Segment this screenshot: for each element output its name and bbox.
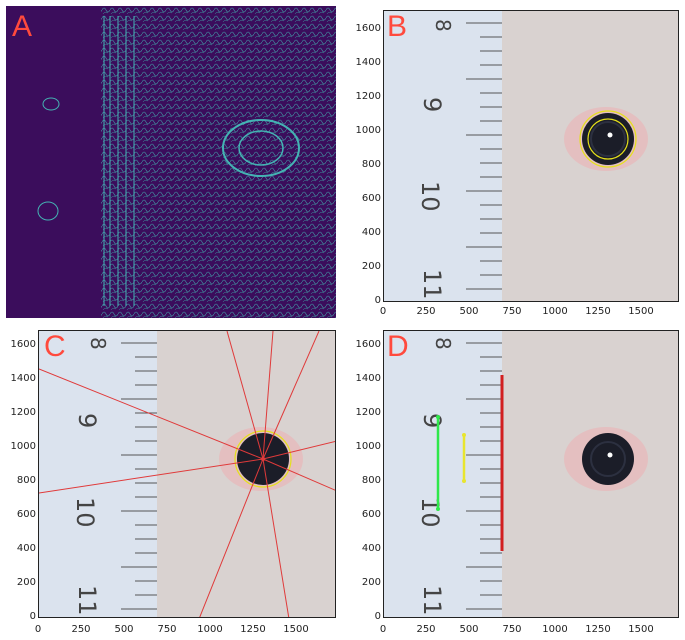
x-tick: 1250 [585,306,611,317]
edge-map-svg [6,6,336,318]
ruler-number-11: 11 [418,585,446,616]
x-tick: 500 [459,306,479,317]
y-tick: 800 [16,475,36,486]
y-tick: 1400 [10,373,36,384]
y-tick: 1600 [355,23,381,34]
x-tick: 250 [71,624,91,635]
y-tick: 1600 [10,339,36,350]
ruler-number-10: 10 [416,497,444,528]
y-tick: 800 [361,475,381,486]
edge-map-image [6,6,336,318]
x-tick: 1250 [585,624,611,635]
y-tick: 1000 [355,125,381,136]
x-tick: 0 [379,306,387,317]
y-tick: 1600 [355,339,381,350]
y-tick: 1200 [355,407,381,418]
ruler-number-11: 11 [73,585,101,616]
panel-d: 8 9 10 11 D 0 200 400 600 800 1000 1200 … [345,326,685,640]
x-tick: 1500 [628,306,654,317]
ruler-number-9: 9 [418,97,446,112]
x-tick: 0 [34,624,42,635]
ruler-number-9: 9 [418,413,446,428]
x-tick: 500 [459,624,479,635]
ruler-number-8: 8 [86,337,110,350]
panel-label-d: D [387,330,409,363]
plot-d: 8 9 10 11 [383,330,679,618]
y-tick: 400 [361,227,381,238]
y-tick: 400 [16,543,36,554]
y-tick: 1200 [355,91,381,102]
panel-label-b: B [387,10,408,43]
y-tick: 400 [361,543,381,554]
y-tick: 800 [361,159,381,170]
ruler-number-8: 8 [431,19,455,32]
y-tick: 1000 [355,441,381,452]
x-tick: 750 [157,624,177,635]
x-tick: 1000 [197,624,223,635]
y-tick: 1400 [355,373,381,384]
panel-a: A [6,6,336,318]
x-tick: 750 [502,624,522,635]
plot-c: 8 9 10 11 [38,330,336,618]
x-tick: 500 [114,624,134,635]
photo-b: 8 9 10 11 [384,11,678,301]
panel-b: 8 9 10 11 B 0 200 400 600 800 1000 1200 … [345,6,685,326]
panel-label-a: A [12,10,33,43]
y-tick: 600 [16,509,36,520]
ruler-number-8: 8 [431,337,455,350]
ruler-number-9: 9 [73,413,101,428]
y-tick: 600 [361,193,381,204]
y-tick: 600 [361,509,381,520]
x-tick: 1250 [240,624,266,635]
y-tick: 200 [16,577,36,588]
y-tick: 1400 [355,57,381,68]
y-tick: 200 [361,261,381,272]
x-tick: 250 [416,624,436,635]
photo-c: 8 9 10 11 [39,331,335,617]
plot-b: 8 9 10 11 [383,10,679,302]
ruler-number-11: 11 [418,269,446,300]
x-tick: 0 [379,624,387,635]
panel-label-c: C [44,330,66,363]
x-tick: 1000 [542,624,568,635]
y-tick: 1200 [10,407,36,418]
y-tick: 0 [29,611,36,622]
ruler-number-10: 10 [416,181,444,212]
x-tick: 750 [502,306,522,317]
y-tick: 0 [374,295,381,306]
x-tick: 1500 [283,624,309,635]
y-tick: 0 [374,611,381,622]
panel-c: 8 9 10 11 C 0 200 400 600 800 1000 [0,326,342,640]
photo-d: 8 9 10 11 [384,331,678,617]
x-tick: 250 [416,306,436,317]
y-tick: 1000 [10,441,36,452]
x-tick: 1500 [628,624,654,635]
y-tick: 200 [361,577,381,588]
x-tick: 1000 [542,306,568,317]
ruler-number-10: 10 [71,497,99,528]
